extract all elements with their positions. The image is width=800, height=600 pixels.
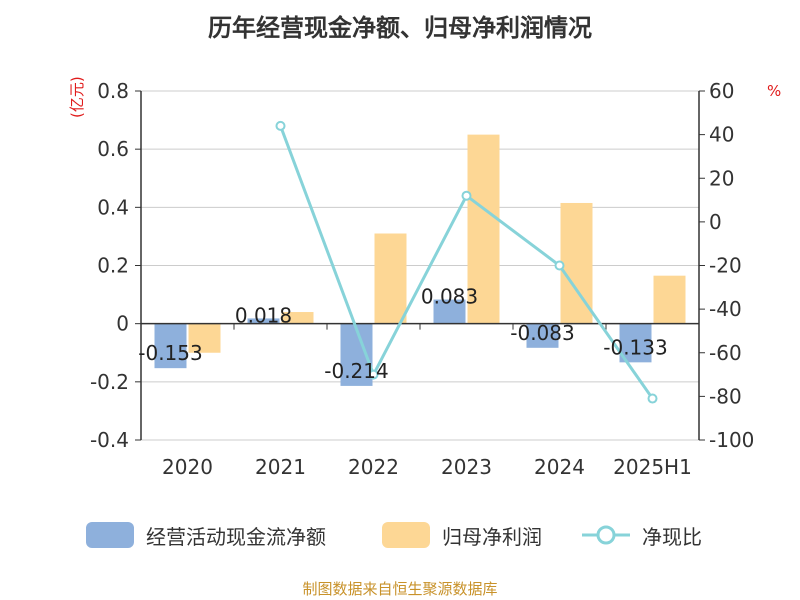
grid-lines bbox=[141, 90, 699, 441]
right-tick-label: -60 bbox=[709, 341, 742, 365]
cashflow-bar bbox=[619, 323, 652, 363]
legend-line-marker-icon bbox=[582, 525, 630, 545]
net-profit-bar bbox=[281, 312, 314, 324]
cashflow-data-label: 0.083 bbox=[421, 285, 478, 309]
right-tick-label: 0 bbox=[709, 210, 722, 234]
x-tick-label: 2024 bbox=[534, 455, 585, 479]
net-profit-bar bbox=[374, 233, 407, 324]
ratio-point bbox=[368, 369, 379, 380]
data-labels: -0.153 0.018 -0.214 0.083 -0.083 -0.133 bbox=[138, 285, 667, 383]
cashflow-data-label: -0.133 bbox=[603, 335, 667, 359]
net-profit-bar bbox=[467, 134, 500, 324]
chart-title: 历年经营现金净额、归母净利润情况 bbox=[208, 14, 592, 42]
x-tick-label: 2020 bbox=[162, 455, 213, 479]
x-tick-label: 2022 bbox=[348, 455, 399, 479]
legend-label-net-profit: 归母净利润 bbox=[442, 524, 542, 549]
legend-swatch-net-profit bbox=[382, 522, 430, 548]
ratio-point bbox=[461, 190, 472, 201]
right-tick-label: -40 bbox=[709, 297, 742, 321]
ratio-point bbox=[554, 260, 565, 271]
left-tick-label: 0 bbox=[116, 312, 129, 336]
cashflow-data-label: 0.018 bbox=[235, 303, 292, 327]
legend-item-cashflow[interactable]: 经营活动现金流净额 bbox=[86, 518, 326, 552]
source-note: 制图数据来自恒生聚源数据库 bbox=[302, 580, 498, 598]
x-tick-label: 2023 bbox=[441, 455, 492, 479]
legend-item-ratio[interactable]: 净现比 bbox=[582, 518, 702, 552]
ratio-line bbox=[275, 120, 658, 404]
left-tick-label: 0.2 bbox=[97, 254, 129, 278]
right-tick-label: -100 bbox=[709, 428, 754, 452]
bars bbox=[154, 134, 686, 386]
cashflow-data-label: -0.083 bbox=[510, 321, 574, 345]
right-tick-label: 20 bbox=[709, 166, 734, 190]
cashflow-bar bbox=[247, 318, 280, 324]
right-tick-label: 40 bbox=[709, 123, 734, 147]
cashflow-data-label: -0.214 bbox=[324, 359, 388, 383]
legend: 经营活动现金流净额 归母净利润 净现比 bbox=[0, 518, 800, 552]
left-tick-label: 0.6 bbox=[97, 137, 129, 161]
ratio-point bbox=[275, 120, 286, 131]
legend-label-cashflow: 经营活动现金流净额 bbox=[146, 524, 326, 549]
cashflow-data-label: -0.153 bbox=[138, 341, 202, 365]
legend-label-ratio: 净现比 bbox=[642, 524, 702, 549]
net-profit-bar bbox=[188, 323, 221, 353]
axes bbox=[135, 90, 705, 441]
left-tick-label: -0.2 bbox=[90, 370, 129, 394]
right-axis-unit: % bbox=[767, 82, 782, 100]
cashflow-bar bbox=[526, 323, 559, 348]
right-tick-label: -80 bbox=[709, 384, 742, 408]
cashflow-bar bbox=[433, 299, 466, 324]
ratio-point bbox=[647, 393, 658, 404]
cashflow-bar bbox=[154, 323, 187, 369]
legend-item-net-profit[interactable]: 归母净利润 bbox=[382, 518, 542, 552]
ratio-line-path bbox=[279, 125, 654, 400]
right-tick-label: 60 bbox=[709, 79, 734, 103]
x-tick-label: 2025H1 bbox=[613, 455, 692, 479]
x-tick-label: 2021 bbox=[255, 455, 306, 479]
left-tick-label: -0.4 bbox=[90, 428, 129, 452]
left-tick-label: 0.8 bbox=[97, 79, 129, 103]
right-tick-label: -20 bbox=[709, 254, 742, 278]
left-tick-label: 0.4 bbox=[97, 195, 129, 219]
legend-swatch-cashflow bbox=[86, 522, 134, 548]
tick-labels: 0.8 0.6 0.4 0.2 0 -0.2 -0.4 60 40 20 0 -20 -40 -60 -80… bbox=[90, 79, 754, 479]
net-profit-bar bbox=[653, 275, 686, 324]
